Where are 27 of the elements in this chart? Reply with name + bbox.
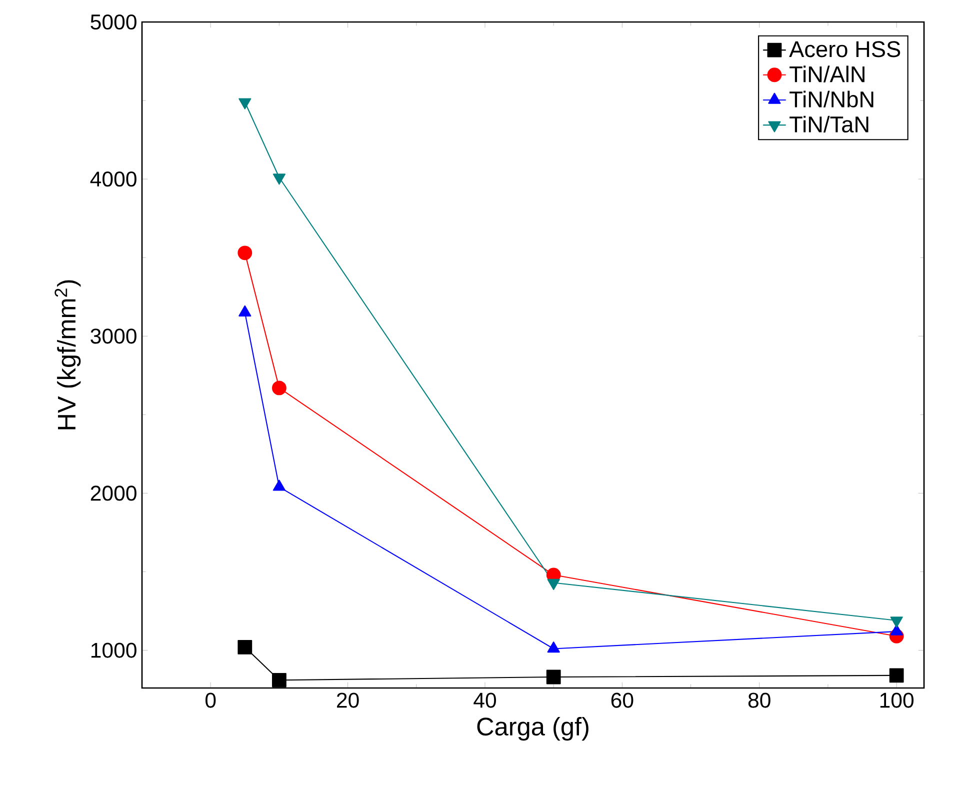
point (272, 380, 286, 396)
legend-label: TiN/NbN (790, 90, 874, 108)
x-axis-title: Carga (gf) (477, 716, 588, 741)
y-tick-label: 2000 (90, 486, 136, 501)
x-tick-label: 100 (880, 692, 914, 708)
point (272, 672, 286, 688)
point (889, 668, 904, 683)
x-tick-label: 80 (748, 692, 770, 708)
point (890, 624, 903, 636)
y-tick-label: 4000 (90, 172, 136, 187)
legend-label: TiN/TaN (790, 116, 868, 133)
y-tick-label: 5000 (90, 14, 136, 30)
point (238, 246, 252, 260)
point (546, 670, 561, 684)
x-tick-label: 0 (206, 692, 216, 708)
legend-label: TiN/AlN (790, 66, 864, 82)
x-tick-label: 40 (474, 692, 496, 708)
point (547, 642, 560, 653)
y-tick-label: 1000 (91, 642, 136, 658)
point (272, 174, 286, 185)
point (238, 640, 252, 654)
y-tick-label: 3000 (90, 328, 136, 344)
legend-label: Acero HSS (789, 41, 900, 58)
y-axis-title: HV (kgf/mm$^{2}$) (54, 280, 81, 430)
point (238, 98, 252, 110)
x-tick-label: 20 (336, 692, 359, 708)
x-tick-label: 60 (611, 692, 634, 708)
